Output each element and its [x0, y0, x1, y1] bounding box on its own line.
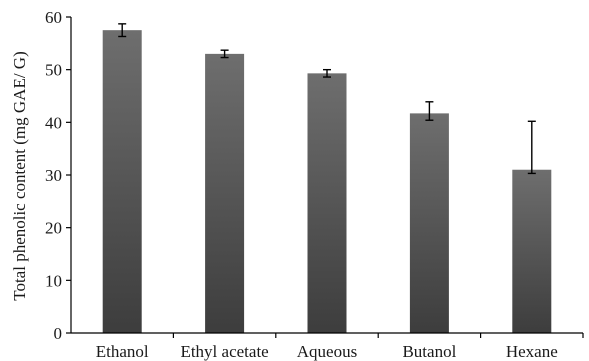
y-tick-label: 50: [45, 61, 62, 80]
bars: [102, 30, 552, 334]
bar-butanol: [409, 113, 449, 333]
y-tick-label: 30: [45, 166, 62, 185]
bar-aqueous: [307, 73, 347, 333]
error-bar-aqueous: [323, 68, 331, 78]
bar-ethanol: [102, 30, 142, 334]
error-bar-butanol: [425, 101, 434, 121]
error-bar-ethanol: [118, 23, 127, 38]
y-axis-title: Total phenolic content (mg GAE/ G): [10, 51, 29, 301]
x-tick-label: Butanol: [402, 342, 456, 361]
bar-ethyl-acetate: [205, 53, 245, 333]
y-tick-label: 0: [54, 324, 63, 343]
x-axis-tick-labels: Ethanol Ethyl acetate Aqueous Butanol Hexane: [96, 333, 584, 361]
y-tick-label: 10: [45, 271, 62, 290]
error-bars: [118, 23, 536, 175]
y-tick-label: 60: [45, 8, 62, 27]
y-axis-ticks: 0 10 20 30 40 50 60: [45, 8, 71, 343]
error-bar-ethyl-acetate: [220, 49, 229, 59]
x-tick-label: Hexane: [506, 342, 558, 361]
y-tick-label: 40: [45, 113, 62, 132]
bar-hexane: [512, 169, 552, 333]
x-tick-label: Aqueous: [297, 342, 357, 361]
x-tick-label: Ethyl acetate: [180, 342, 268, 361]
error-bar-hexane: [527, 120, 536, 175]
y-tick-label: 20: [45, 219, 62, 238]
x-tick-label: Ethanol: [96, 342, 149, 361]
